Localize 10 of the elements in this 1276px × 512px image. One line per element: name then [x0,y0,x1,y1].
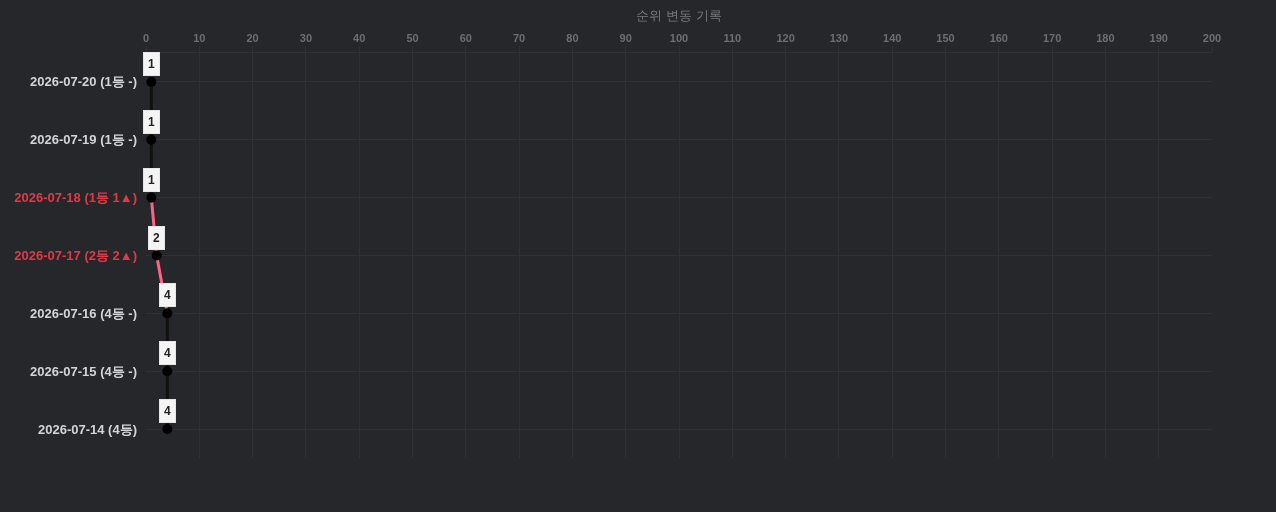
x-tick-label: 160 [989,31,1008,44]
x-tick-label: 200 [1202,31,1222,44]
x-tick-label: 120 [776,31,795,44]
x-tick-label: 110 [723,31,742,44]
x-tick-label: 140 [883,31,902,44]
x-tick-label: 180 [1096,31,1115,44]
x-tick-label: 190 [1149,31,1168,44]
x-tick-label: 150 [936,31,955,44]
x-tick-label: 170 [1042,31,1062,44]
x-tick-label: 130 [829,31,849,44]
